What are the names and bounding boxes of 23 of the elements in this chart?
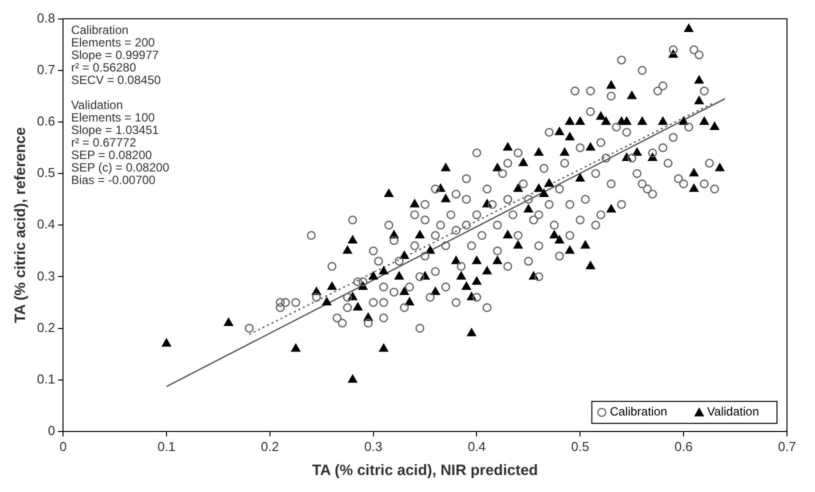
legend-label: Validation <box>707 404 760 419</box>
x-tick-label: 0 <box>59 438 67 454</box>
annotation: Validation Elements = 100 Slope = 1.03451 r² = 0.67772 SEP = 0.08200 SEP (c) = 0.08200 Bias = -0.00700 <box>71 98 170 188</box>
x-tick-label: 0.5 <box>571 438 590 454</box>
y-tick-label: 0.8 <box>36 10 56 26</box>
legend-label: Calibration <box>610 404 668 419</box>
y-tick-label: 0.5 <box>36 165 56 180</box>
x-axis-title: TA (% citric acid), NIR predicted <box>312 462 538 480</box>
y-axis-title: TA (% citric acid), reference <box>12 127 30 324</box>
annotation: Calibration Elements = 200 Slope = 0.99977 r² = 0.56280 SECV = 0.08450 <box>71 23 162 88</box>
y-tick-label: 0 <box>48 422 56 438</box>
x-tick-label: 0.6 <box>674 438 693 454</box>
x-tick-label: 0.1 <box>157 438 176 454</box>
y-tick-label: 0.2 <box>36 320 56 335</box>
x-tick-label: 0.3 <box>364 438 382 454</box>
x-tick-label: 0.4 <box>468 438 486 454</box>
x-tick-label: 0.2 <box>260 438 279 454</box>
y-tick-label: 0.3 <box>36 268 56 284</box>
y-tick-label: 0.6 <box>36 114 56 129</box>
y-tick-label: 0.7 <box>36 62 56 77</box>
y-tick-label: 0.1 <box>36 371 56 386</box>
y-tick-label: 0.4 <box>36 216 56 232</box>
x-tick-label: 0.7 <box>778 438 796 454</box>
